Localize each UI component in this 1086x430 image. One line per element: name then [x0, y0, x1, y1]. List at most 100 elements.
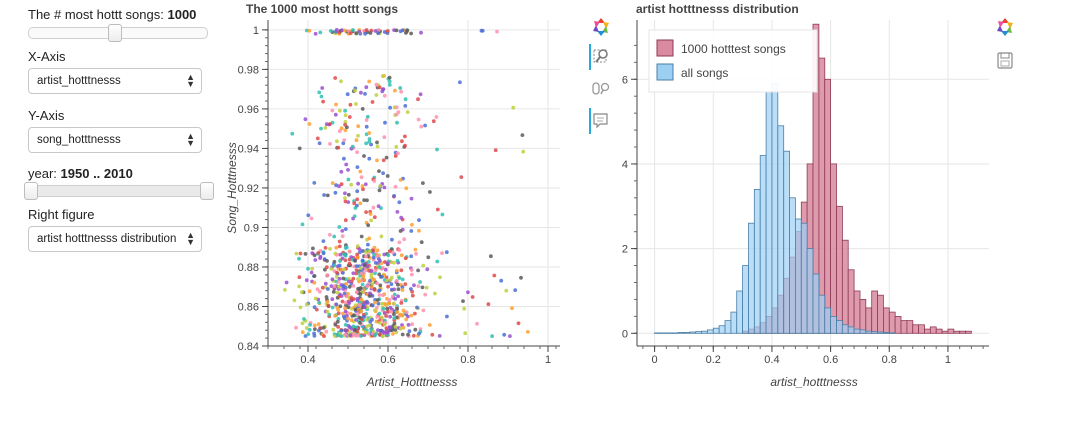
scatter-point: [360, 249, 365, 253]
songs-slider-handle[interactable]: [108, 24, 123, 42]
scatter-point: [376, 28, 381, 33]
scatter-point: [417, 218, 421, 223]
scatter-point: [367, 249, 372, 254]
scatter-point: [354, 271, 359, 276]
histogram-bar-all: [742, 265, 749, 334]
scatter-point: [424, 285, 429, 290]
histogram-x-tick-label: 0: [652, 354, 658, 366]
scatter-point: [382, 185, 387, 190]
scatter-point: [392, 194, 396, 198]
scatter-point: [462, 306, 467, 311]
hover-tooltip-icon[interactable]: [589, 110, 613, 132]
scatter-point: [394, 268, 399, 273]
scatter-point: [338, 259, 342, 263]
scatter-point: [385, 330, 390, 335]
scatter-point: [359, 175, 364, 180]
bokeh-logo-icon[interactable]: [589, 16, 613, 38]
scatter-point: [335, 139, 339, 144]
histogram-bar-hot: [965, 330, 972, 334]
scatter-point: [401, 308, 406, 313]
box-zoom-icon[interactable]: [589, 46, 613, 68]
scatter-point: [370, 303, 375, 308]
scatter-point: [359, 286, 363, 291]
scatter-plot[interactable]: The 1000 most hottt songs 0.4 0.6 0.8 1 0.84…: [220, 0, 560, 400]
scatter-point: [325, 309, 330, 314]
scatter-point: [378, 184, 383, 188]
scatter-point: [307, 28, 312, 33]
histogram-bar-all: [877, 331, 884, 334]
histogram-bar-all: [712, 327, 720, 334]
scatter-point: [400, 277, 405, 282]
histogram-bar-hot: [859, 298, 867, 334]
year-slider-value: 1950 .. 2010: [60, 166, 133, 181]
histogram-y-tick-label: 2: [622, 244, 628, 256]
scatter-point: [331, 290, 336, 294]
histogram-bar-hot: [824, 78, 831, 334]
scatter-point: [328, 232, 332, 237]
scatter-point: [306, 332, 311, 336]
save-icon[interactable]: [993, 50, 1017, 72]
scatter-point: [375, 248, 380, 253]
select-arrows-icon: ▲ ▼: [186, 230, 195, 247]
histogram-x-tick-label: 0.2: [706, 354, 721, 366]
scatter-point: [317, 289, 322, 294]
scatter-point: [353, 333, 358, 338]
right-figure-select[interactable]: artist hotttnesss distribution ▲ ▼: [28, 226, 202, 252]
scatter-point: [362, 305, 367, 310]
scatter-point: [409, 196, 414, 201]
scatter-point: [358, 321, 362, 325]
scatter-point: [377, 258, 382, 263]
scatter-point: [348, 330, 353, 335]
scatter-point: [352, 214, 357, 219]
scatter-point: [290, 131, 295, 136]
bokeh-logo-icon[interactable]: [993, 16, 1017, 38]
scatter-point: [327, 312, 332, 317]
scatter-point: [344, 328, 348, 333]
scatter-point: [317, 141, 322, 146]
yaxis-select[interactable]: song_hotttnesss ▲ ▼: [28, 127, 202, 153]
scatter-point: [304, 302, 309, 307]
scatter-point: [387, 83, 392, 87]
scatter-point: [346, 168, 350, 172]
scatter-point: [385, 29, 390, 33]
scatter-point: [345, 125, 349, 130]
scatter-point: [318, 30, 323, 35]
scatter-point: [349, 279, 354, 284]
scatter-point: [342, 291, 347, 296]
scatter-point: [368, 31, 373, 35]
scatter-point: [377, 311, 382, 316]
scatter-point: [380, 315, 384, 320]
scatter-point: [364, 254, 368, 259]
scatter-point: [328, 247, 332, 251]
scatter-point: [385, 174, 390, 178]
scatter-point: [370, 285, 374, 289]
histogram-bar-all: [859, 329, 867, 334]
scatter-point: [306, 266, 310, 271]
scatter-point: [329, 284, 334, 288]
scatter-point: [332, 263, 337, 268]
scatter-point: [353, 88, 357, 93]
histogram-plot[interactable]: artist hotttnesss distribution 0 0.2 0.4 0.…: [605, 0, 995, 400]
scatter-point: [403, 282, 408, 287]
scatter-point: [376, 328, 380, 332]
scatter-point: [492, 273, 497, 278]
histogram-bar-hot: [847, 269, 855, 334]
scatter-point: [359, 90, 363, 95]
scatter-point: [382, 322, 387, 327]
legend-label-all: all songs: [681, 66, 728, 80]
wheel-zoom-icon[interactable]: [589, 78, 613, 100]
scatter-point: [416, 268, 420, 273]
scatter-point: [405, 110, 410, 114]
scatter-point: [336, 311, 341, 316]
scatter-point: [355, 165, 360, 170]
scatter-point: [438, 275, 442, 280]
scatter-point: [346, 324, 351, 328]
scatter-point: [409, 287, 413, 291]
scatter-point: [313, 31, 318, 36]
year-slider-handle-end[interactable]: [200, 182, 214, 200]
year-slider-handle-start[interactable]: [24, 182, 38, 200]
scatter-point: [388, 105, 392, 110]
scatter-point: [394, 28, 399, 33]
scatter-point: [330, 305, 335, 310]
xaxis-select[interactable]: artist_hotttnesss ▲ ▼: [28, 68, 202, 94]
